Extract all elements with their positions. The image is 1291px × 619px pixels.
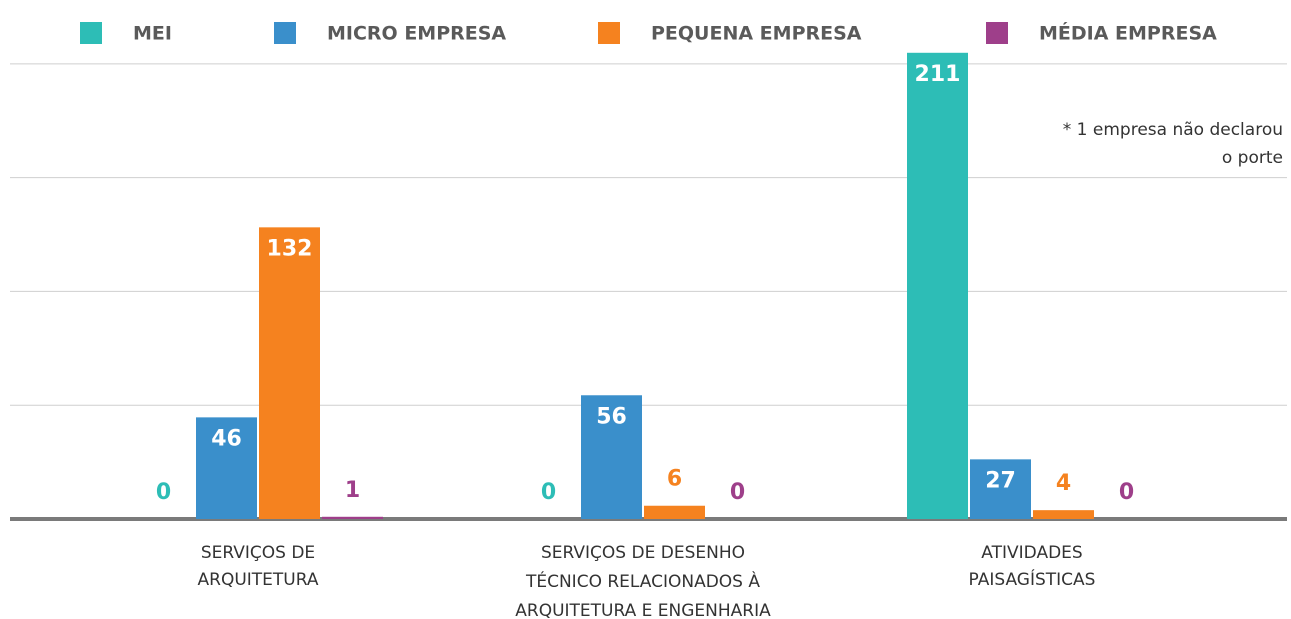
value-label: 0 [1119, 480, 1134, 505]
bar [322, 516, 383, 519]
bar [581, 395, 642, 519]
legend-label: MEI [133, 23, 172, 45]
x-tick-label: ARQUITETURA E ENGENHARIA [515, 601, 771, 619]
value-label: 0 [730, 480, 745, 505]
bar [1033, 510, 1094, 519]
x-tick-label: SERVIÇOS DE DESENHO [541, 543, 745, 563]
value-label: 132 [267, 236, 313, 261]
value-label: 0 [156, 480, 171, 505]
value-label: 27 [985, 468, 1016, 493]
value-label: 1 [345, 478, 360, 503]
x-tick-label: ARQUITETURA [198, 570, 319, 590]
legend-label: PEQUENA EMPRESA [651, 23, 862, 45]
x-tick-label: ATIVIDADES [981, 543, 1082, 563]
value-label: 6 [667, 467, 682, 492]
bar [259, 227, 320, 520]
legend-swatch [80, 22, 102, 44]
annotation: * 1 empresa não declarou [1063, 120, 1283, 140]
value-label: 4 [1056, 471, 1071, 496]
legend-label: MÉDIA EMPRESA [1039, 22, 1217, 45]
value-label: 56 [596, 404, 627, 429]
annotation: o porte [1222, 148, 1283, 168]
legend-label: MICRO EMPRESA [327, 23, 506, 45]
legend-swatch [598, 22, 620, 44]
value-label: 46 [211, 426, 242, 451]
bar [196, 417, 257, 519]
value-label: 211 [915, 62, 961, 87]
bar [970, 459, 1031, 519]
value-label: 0 [541, 480, 556, 505]
x-tick-label: TÉCNICO RELACIONADOS À [525, 570, 760, 592]
legend-swatch [986, 22, 1008, 44]
bar [907, 52, 968, 520]
legend-swatch [274, 22, 296, 44]
x-tick-label: SERVIÇOS DE [201, 543, 315, 563]
bar [644, 505, 705, 519]
x-tick-label: PAISAGÍSTICAS [969, 568, 1096, 590]
